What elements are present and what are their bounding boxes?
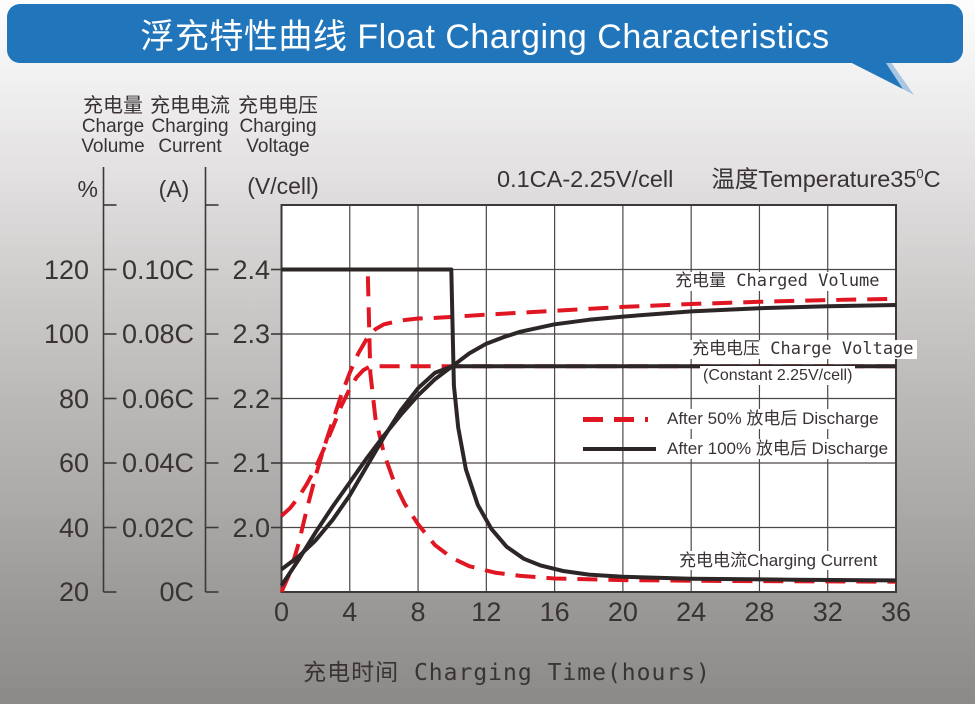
condition-rate: 0.1CA-2.25V/cell — [497, 166, 674, 192]
axis-header-charge-volume: 充电量 Charge Volume — [53, 96, 173, 158]
series-volume-after-50 — [279, 296, 897, 593]
title-banner: 浮充特性曲线 Float Charging Characteristics — [7, 4, 963, 63]
axis-header-charging-voltage-zh: 充电电压 — [238, 95, 318, 117]
x-tick-label: 4 — [342, 597, 358, 627]
y-tick-label-current: 0.06C — [121, 383, 194, 414]
unit-v-per-cell: (V/cell) — [247, 173, 319, 199]
constant-voltage-note: (Constant 2.25V/cell) — [700, 366, 856, 385]
series-current-after-100 — [281, 267, 897, 583]
series-volume-after-100 — [279, 303, 897, 587]
x-tick-label: 8 — [410, 597, 426, 627]
x-tick-label: 28 — [744, 597, 775, 627]
y-tick-label-current: 0.10C — [121, 254, 194, 285]
legend-dashed-line-sample — [583, 417, 648, 422]
y-tick-label-volume: 20 — [58, 577, 89, 607]
x-tick-label: 12 — [471, 597, 502, 627]
x-tick-label: 32 — [812, 597, 843, 627]
y-tick-label-volume: 80 — [58, 383, 89, 414]
axis-header-charging-current-en2: Current — [158, 136, 222, 157]
condition-temperature: 温度Temperature35 — [711, 166, 917, 192]
y-tick-label-current: 0C — [159, 577, 194, 607]
x-axis-title: 充电时间 Charging Time(hours) — [303, 660, 711, 686]
axis-header-charging-current-zh: 充电电流 — [150, 95, 230, 117]
unit-percent: % — [77, 176, 98, 202]
axis-header-charging-voltage-en2: Voltage — [246, 136, 310, 157]
charge-voltage-curve-label: 充电电压 Charge Voltage — [689, 340, 917, 359]
y-tick-label-current: 0.04C — [121, 448, 194, 478]
y-tick-label-current: 0.02C — [121, 512, 194, 543]
y-tick-label-voltage: 2.2 — [232, 383, 270, 414]
y-tick-label-volume: 100 — [43, 319, 89, 349]
y-tick-label-voltage: 2.4 — [232, 254, 270, 285]
axis-header-charge-volume-zh: 充电量 — [83, 95, 143, 117]
y-tick-label-voltage: 2.0 — [232, 512, 270, 543]
y-tick-label-volume: 120 — [43, 254, 89, 285]
series-voltage-after-50 — [280, 364, 896, 518]
x-tick-label: 36 — [880, 597, 912, 627]
condition-degree-symbol: 0 — [916, 166, 924, 182]
series-voltage-after-100 — [280, 364, 896, 571]
legend-label-after-100: After 100% 放电后 Discharge — [665, 439, 891, 459]
x-tick-label: 0 — [273, 597, 290, 627]
y-tick-label-volume: 60 — [58, 448, 89, 478]
axis-header-charging-voltage: 充电电压 Charging Voltage — [218, 96, 338, 158]
x-tick-label: 24 — [676, 597, 707, 627]
condition-annotation: 0.1CA-2.25V/cell 温度Temperature350C — [497, 160, 941, 194]
x-tick-label: 16 — [539, 597, 570, 627]
axis-header-charging-voltage-en1: Charging — [239, 115, 317, 137]
y-tick-label-volume: 40 — [58, 512, 89, 543]
legend-label-after-50: After 50% 放电后 Discharge — [665, 409, 881, 429]
charging-current-curve-label: 充电电流Charging Current — [676, 551, 881, 570]
series-current-after-50 — [281, 267, 897, 584]
axis-header-charge-volume-en2: Volume — [81, 136, 145, 157]
unit-amps: (A) — [158, 176, 190, 202]
legend-solid-line-sample — [583, 447, 656, 451]
y-tick-label-voltage: 2.3 — [232, 319, 270, 349]
x-tick-label: 20 — [607, 597, 638, 627]
axis-header-charging-current: 充电电流 Charging Current — [130, 96, 250, 158]
axis-header-charging-current-en1: Charging — [151, 115, 229, 137]
charged-volume-curve-label: 充电量 Charged Volume — [672, 272, 883, 291]
axis-header-charge-volume-en1: Charge — [81, 115, 145, 137]
y-tick-label-voltage: 2.1 — [232, 448, 270, 478]
y-tick-label-current: 0.08C — [121, 319, 194, 349]
condition-temperature-unit: C — [923, 166, 941, 192]
chart-title: 浮充特性曲线 Float Charging Characteristics — [140, 18, 830, 56]
